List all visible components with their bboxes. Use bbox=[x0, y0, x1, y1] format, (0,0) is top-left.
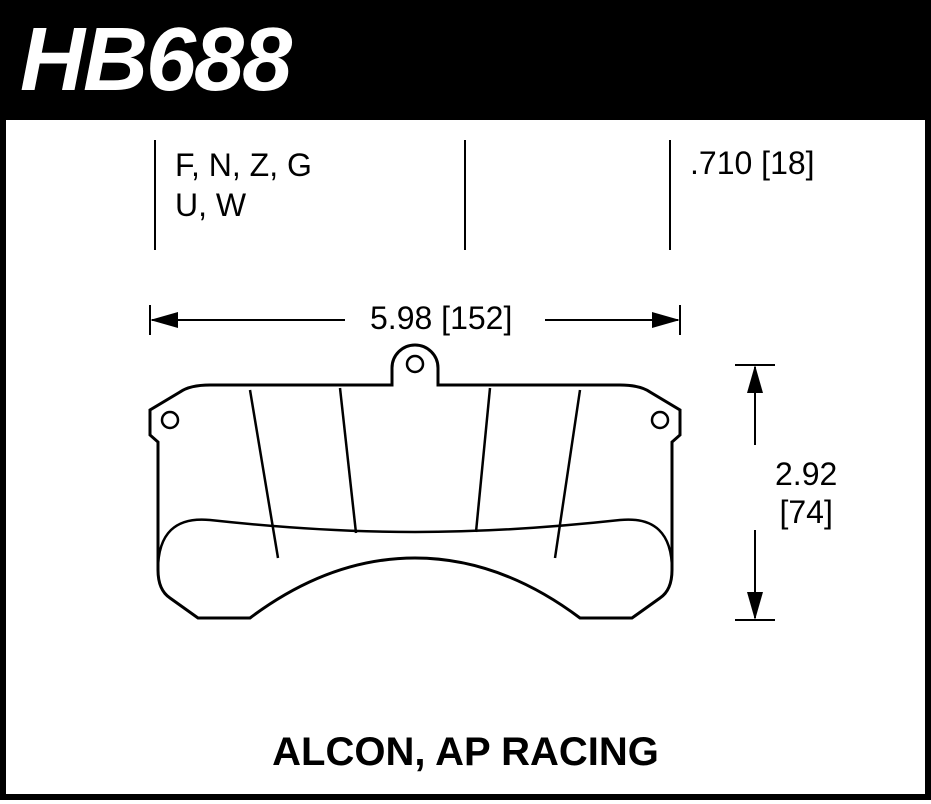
width-dimension-label: 5.98 [152] bbox=[370, 300, 512, 337]
height-inches: 2.92 bbox=[775, 456, 837, 492]
diagram-container: HB688 bbox=[0, 0, 931, 804]
height-mm: [74] bbox=[779, 494, 832, 530]
height-dimension-arrow bbox=[735, 365, 775, 620]
compound-line-2: U, W bbox=[175, 187, 246, 223]
compound-line-1: F, N, Z, G bbox=[175, 147, 312, 183]
compound-codes: F, N, Z, G U, W bbox=[175, 145, 312, 225]
header-bar: HB688 bbox=[0, 0, 931, 120]
brake-pad-shape bbox=[150, 345, 680, 618]
height-dimension-label: 2.92 [74] bbox=[775, 455, 837, 531]
thickness-dimension: .710 [18] bbox=[690, 145, 815, 182]
part-number-title: HB688 bbox=[20, 9, 290, 112]
application-label: ALCON, AP RACING bbox=[0, 730, 931, 775]
